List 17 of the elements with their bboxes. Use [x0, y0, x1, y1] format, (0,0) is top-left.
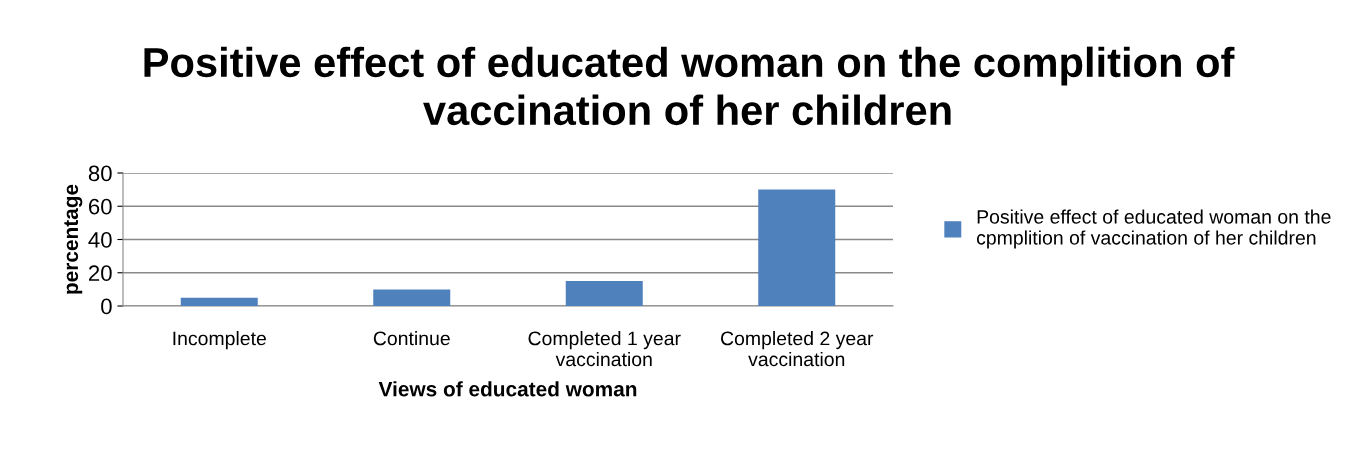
bar — [373, 289, 451, 306]
chart-title: Positive effect of educated woman on the complition of vaccination of her children — [144, 46, 1235, 126]
y-tick-label: 0 — [101, 298, 112, 315]
y-tick-label: 40 — [88, 232, 112, 248]
x-tick-label: Continue — [373, 331, 450, 346]
bar — [565, 281, 643, 306]
x-axis-title: Views of educated woman — [378, 381, 637, 397]
x-tick-label: Completed 1 year vaccination — [528, 331, 681, 367]
y-tick-label: 20 — [88, 265, 112, 282]
legend-label: Positive effect of educated woman on the cpmplition of vaccination of her children — [976, 209, 1331, 249]
y-tick-label: 80 — [88, 165, 112, 182]
x-tick-label: Incomplete — [173, 331, 266, 350]
y-tick-label: 60 — [89, 198, 112, 215]
bar — [758, 189, 836, 306]
x-tick-label: Completed 2 year vaccination — [721, 331, 874, 367]
bar — [180, 297, 258, 306]
y-axis-title: percentage — [64, 184, 83, 294]
